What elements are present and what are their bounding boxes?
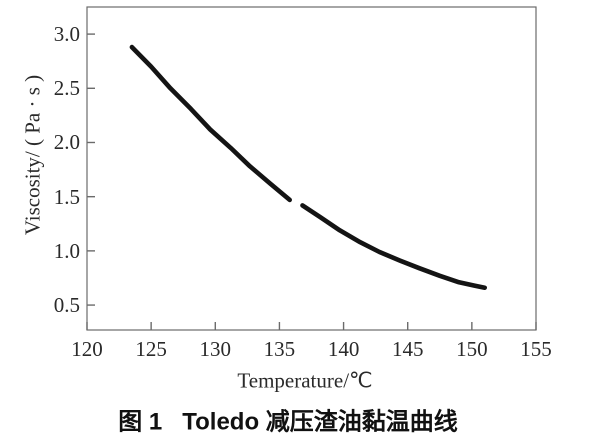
x-axis-title: Temperature/℃ <box>237 368 373 393</box>
y-tick-label: 3.0 <box>53 22 80 47</box>
x-tick-label: 140 <box>327 337 360 361</box>
curve-viscosity-segment-1 <box>129 44 292 203</box>
x-tick-label: 120 <box>71 337 103 361</box>
figure-caption-title: Toledo 减压渣油黏温曲线 <box>182 408 458 435</box>
figure-caption-number: 图 1 <box>118 408 163 435</box>
y-tick-label: 0.5 <box>53 293 80 318</box>
y-tick-label: 1.5 <box>53 184 80 209</box>
x-tick-label: 155 <box>520 337 552 361</box>
plot-border <box>86 6 537 331</box>
x-tick-label: 135 <box>263 337 296 361</box>
x-tick-label: 145 <box>391 337 424 361</box>
y-tick-label: 2.5 <box>53 76 80 101</box>
y-tick-label: 2.0 <box>53 130 80 155</box>
x-tick-label: 125 <box>135 337 167 361</box>
curve-viscosity-segment-2 <box>300 203 487 290</box>
x-tick-label: 150 <box>456 337 488 361</box>
x-tick-label: 130 <box>199 337 232 361</box>
y-tick-label: 1.0 <box>53 238 80 263</box>
figure-caption: 图 1 Toledo 减压渣油黏温曲线 <box>118 402 458 435</box>
